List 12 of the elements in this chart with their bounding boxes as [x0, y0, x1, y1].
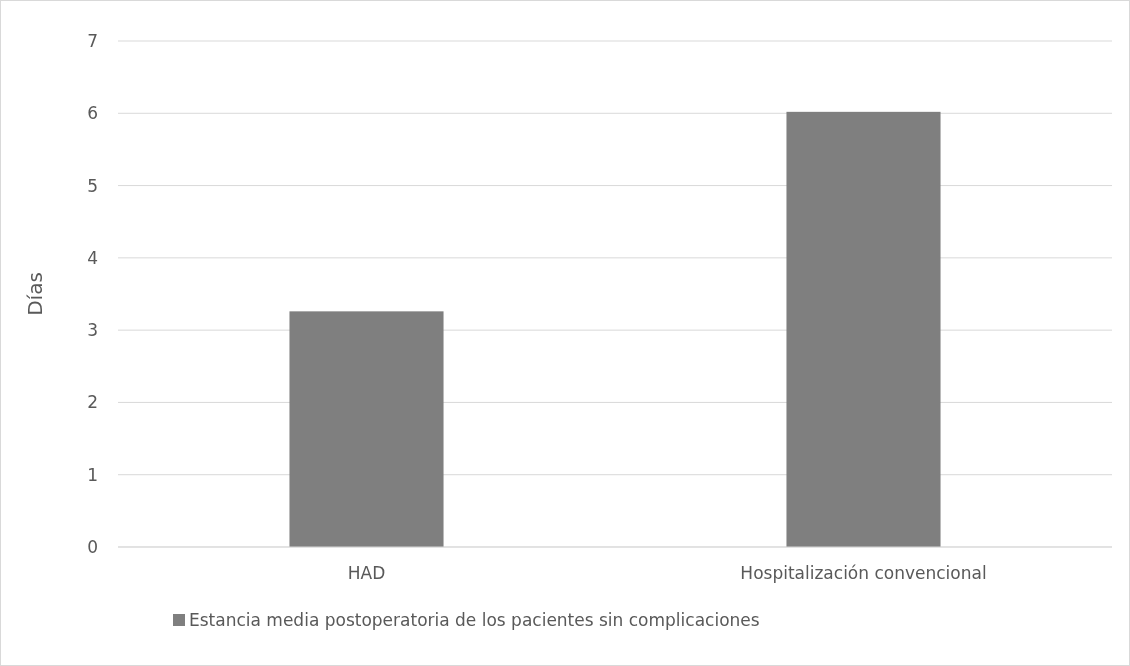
- y-tick-label: 6: [87, 103, 98, 124]
- y-axis-title: Días: [23, 272, 47, 316]
- legend-label: Estancia media postoperatoria de los pacientes sin complicaciones: [189, 609, 760, 630]
- y-tick-label: 3: [87, 320, 98, 341]
- y-tick-label: 0: [87, 536, 98, 557]
- y-tick-label: 4: [87, 247, 98, 268]
- y-tick-label: 1: [87, 464, 98, 485]
- y-tick-label: 7: [87, 30, 98, 51]
- x-tick-label: Hospitalización convencional: [740, 563, 987, 583]
- y-tick-label: 5: [87, 175, 98, 196]
- x-tick-label: HAD: [347, 563, 386, 583]
- y-tick-label: 2: [87, 392, 98, 413]
